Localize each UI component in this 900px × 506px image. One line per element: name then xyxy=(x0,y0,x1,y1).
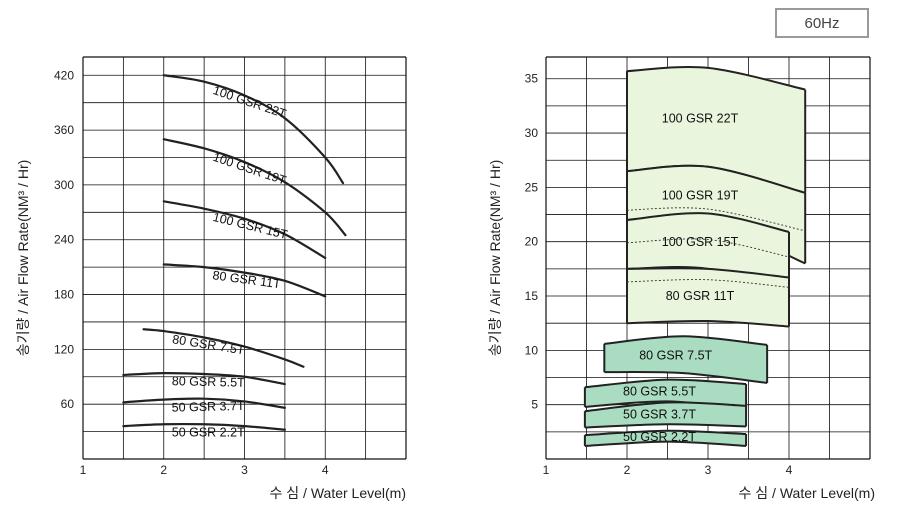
x-tick-label: 3 xyxy=(705,463,712,477)
x-tick-label: 1 xyxy=(543,463,550,477)
series-label: 80 GSR 11T xyxy=(666,289,735,303)
series-band xyxy=(627,66,806,193)
y-tick-label: 360 xyxy=(54,123,74,137)
series-label: 50 GSR 3.7T xyxy=(172,399,246,415)
series-band xyxy=(584,379,747,410)
y-tick-label: 10 xyxy=(525,343,539,357)
series-band-top-edge xyxy=(626,212,790,233)
series-band-top-edge xyxy=(584,429,747,437)
series-band-top-edge xyxy=(604,335,768,346)
series-label: 100 GSR 19T xyxy=(211,150,288,188)
y-axis-label: 송기량 / Air Flow Rate(NM³ / Hr) xyxy=(487,160,503,357)
band-divider-dotted xyxy=(626,279,790,288)
y-tick-label: 25 xyxy=(525,180,539,194)
series-curve xyxy=(162,263,327,298)
x-axis-label: 수 심 / Water Level(m) xyxy=(270,485,406,501)
series-band-top-edge xyxy=(584,401,747,413)
x-axis-label: 수 심 / Water Level(m) xyxy=(739,485,875,501)
series-label: 100 GSR 19T xyxy=(662,188,739,202)
series-curve xyxy=(162,200,327,260)
series-band-top-edge xyxy=(626,65,806,91)
series-curve xyxy=(122,397,286,409)
series-label: 80 GSR 7.5T xyxy=(171,332,246,357)
band-divider-dotted xyxy=(626,238,790,258)
y-tick-label: 20 xyxy=(525,235,539,249)
x-tick-label: 4 xyxy=(786,463,793,477)
series-band-top-edge xyxy=(626,164,806,194)
series-band xyxy=(584,402,747,428)
y-tick-label: 120 xyxy=(54,342,74,356)
series-label: 100 GSR 22T xyxy=(211,83,288,121)
series-label: 80 GSR 5.5T xyxy=(623,385,696,399)
series-label: 100 GSR 15T xyxy=(662,235,739,249)
series-band-bottom-edge xyxy=(604,371,768,384)
series-label: 50 GSR 2.2T xyxy=(623,430,696,444)
y-tick-label: 35 xyxy=(525,72,539,86)
series-label: 80 GSR 7.5T xyxy=(639,349,712,363)
y-tick-label: 5 xyxy=(531,398,538,412)
series-label: 100 GSR 22T xyxy=(662,111,739,125)
y-tick-label: 30 xyxy=(525,126,539,140)
x-tick-label: 3 xyxy=(241,463,248,477)
series-label: 50 GSR 3.7T xyxy=(623,407,696,421)
series-label: 80 GSR 11T xyxy=(212,268,282,291)
y-tick-label: 240 xyxy=(54,233,74,247)
x-tick-label: 2 xyxy=(160,463,167,477)
frequency-badge: 60Hz xyxy=(775,8,869,38)
x-tick-label: 1 xyxy=(80,463,87,477)
x-tick-label: 2 xyxy=(624,463,631,477)
y-tick-label: 15 xyxy=(525,289,539,303)
series-curve xyxy=(122,422,286,431)
series-curve xyxy=(162,138,347,237)
y-axis-label: 송기량 / Air Flow Rate(NM³ / Hr) xyxy=(15,160,31,357)
series-curve xyxy=(122,371,286,386)
series-label: 80 GSR 5.5T xyxy=(172,374,246,390)
series-band-bottom-edge xyxy=(584,440,747,447)
series-label: 50 GSR 2.2T xyxy=(172,425,245,439)
series-band-bottom-edge xyxy=(626,319,790,328)
y-tick-label: 300 xyxy=(54,178,74,192)
series-curve xyxy=(142,328,305,368)
series-band-bottom-edge xyxy=(584,423,747,429)
series-label: 100 GSR 15T xyxy=(211,210,289,242)
x-tick-label: 4 xyxy=(322,463,329,477)
series-band-top-edge xyxy=(584,378,747,389)
series-curve xyxy=(162,74,345,185)
band-divider-dotted xyxy=(626,207,806,232)
y-tick-label: 180 xyxy=(54,288,74,302)
y-tick-label: 60 xyxy=(61,397,75,411)
series-band-top-edge xyxy=(626,267,790,279)
y-tick-label: 420 xyxy=(54,68,74,82)
